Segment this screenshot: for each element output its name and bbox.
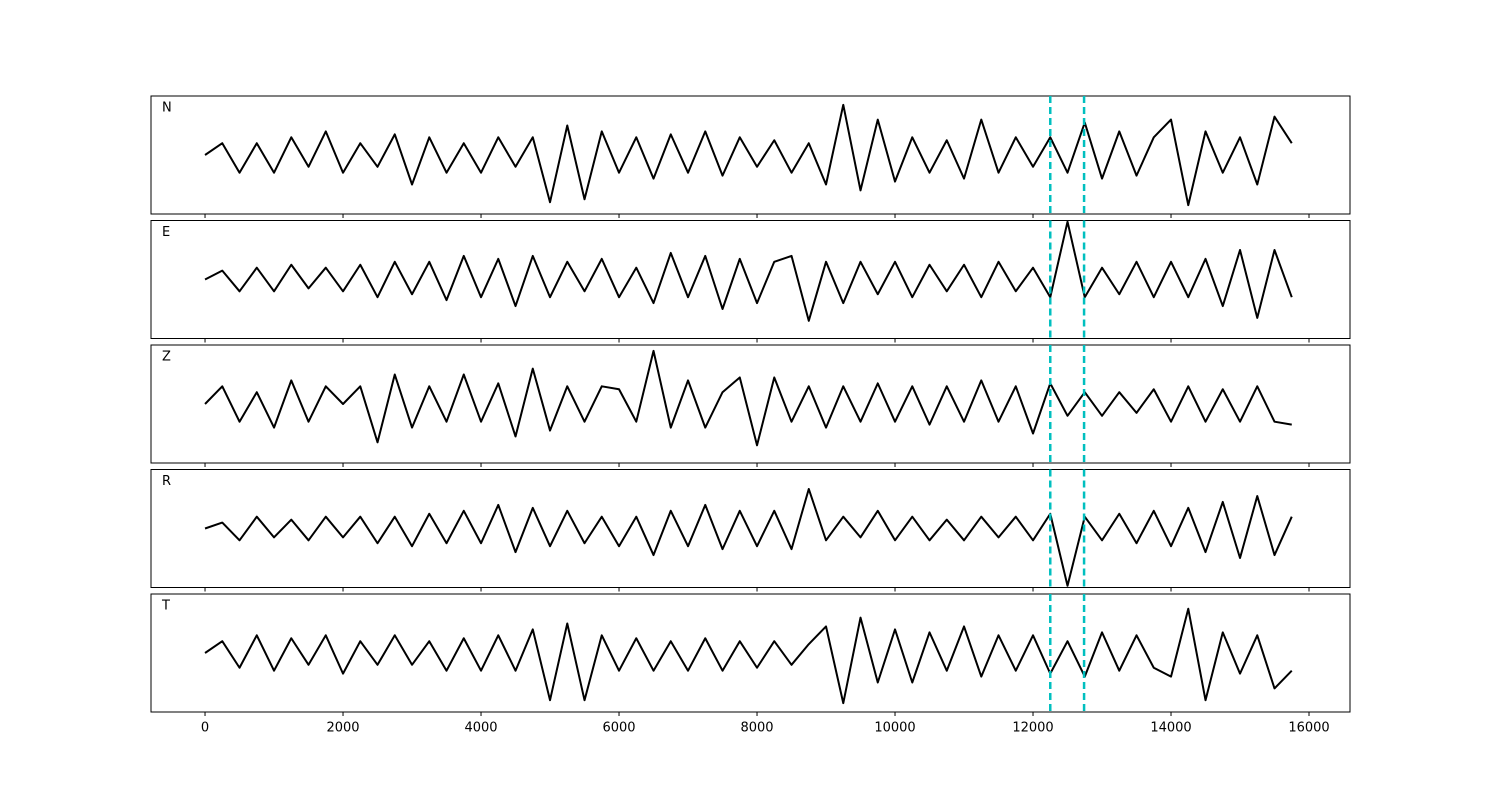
channel-label: T [161,599,170,614]
channel-label: Z [162,350,171,365]
x-tick-label: 10000 [874,721,915,736]
panel-frame [150,593,1351,713]
x-tick-label: 4000 [464,721,497,736]
channel-label: E [162,225,170,240]
x-tick-label: 0 [201,721,209,736]
trace [204,607,1293,705]
x-tick-label: 14000 [1150,721,1191,736]
channel-label: R [162,474,171,489]
x-tick-label: 8000 [740,721,773,736]
panel-frame [150,95,1351,215]
panel-frame [150,220,1351,339]
panel-frame [150,469,1351,588]
x-tick-label: 6000 [602,721,635,736]
trace [204,487,1293,587]
x-tick-label: 12000 [1012,721,1053,736]
x-tick-label: 2000 [326,721,359,736]
panel-frame [150,344,1351,464]
trace [204,349,1292,447]
trace [204,103,1293,207]
trace [204,220,1293,322]
channel-label: N [162,101,172,116]
x-tick-label: 16000 [1288,721,1329,736]
